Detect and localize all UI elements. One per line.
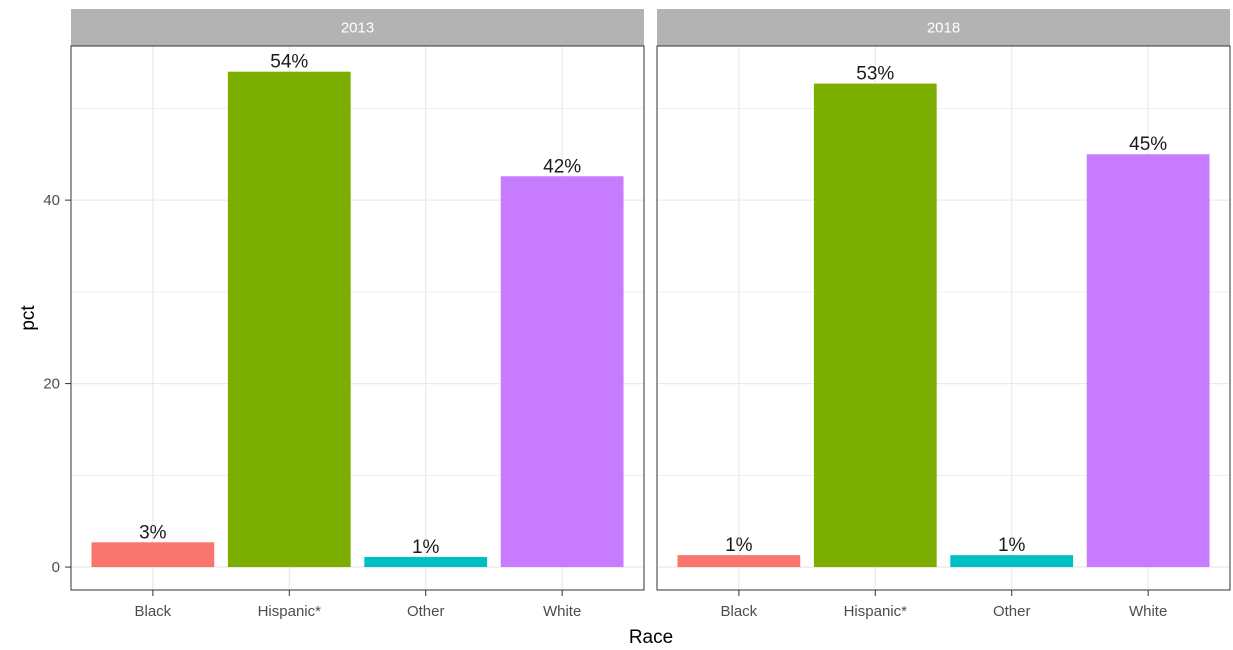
y-axis-title: pct [18,305,39,331]
y-tick-label: 20 [43,376,60,393]
x-tick-label: Black [135,603,172,620]
x-axis-title: Race [629,627,673,648]
x-tick-label: Other [407,603,445,620]
bar-white [500,176,624,568]
data-label: 1% [412,537,440,558]
strip-label: 2013 [341,20,374,37]
data-label: 42% [543,156,581,177]
panel-2013: 2013 3% Black 54% Hispanic* 1% Other 42% White [70,9,645,620]
x-tick-label: Other [993,603,1031,620]
panel-2018: 2018 1% Black 53% Hispanic* 1% Other 45% White [656,9,1231,620]
strip-background [657,9,1230,46]
bar-hispanic [227,71,351,568]
bar-black [91,542,215,568]
strip-background [71,9,644,46]
x-tick-label: White [543,603,581,620]
panel-border [70,45,645,591]
y-tick-label: 40 [43,192,60,209]
bar-black [677,555,801,568]
x-tick-label: Hispanic* [844,603,908,620]
strip-label: 2018 [927,20,960,37]
bar-other [364,556,488,568]
data-label: 3% [139,522,167,543]
data-label: 53% [856,64,894,85]
bar-hispanic [813,83,937,568]
data-label: 45% [1129,134,1167,155]
x-tick-label: Hispanic* [258,603,322,620]
data-label: 1% [998,535,1026,556]
bar-white [1086,154,1210,568]
data-label: 54% [270,52,308,73]
x-tick-label: Black [721,603,758,620]
y-tick-label: 0 [52,559,60,576]
panel-border [656,45,1231,591]
bar-other [950,555,1074,568]
data-label: 1% [725,535,753,556]
x-tick-label: White [1129,603,1167,620]
